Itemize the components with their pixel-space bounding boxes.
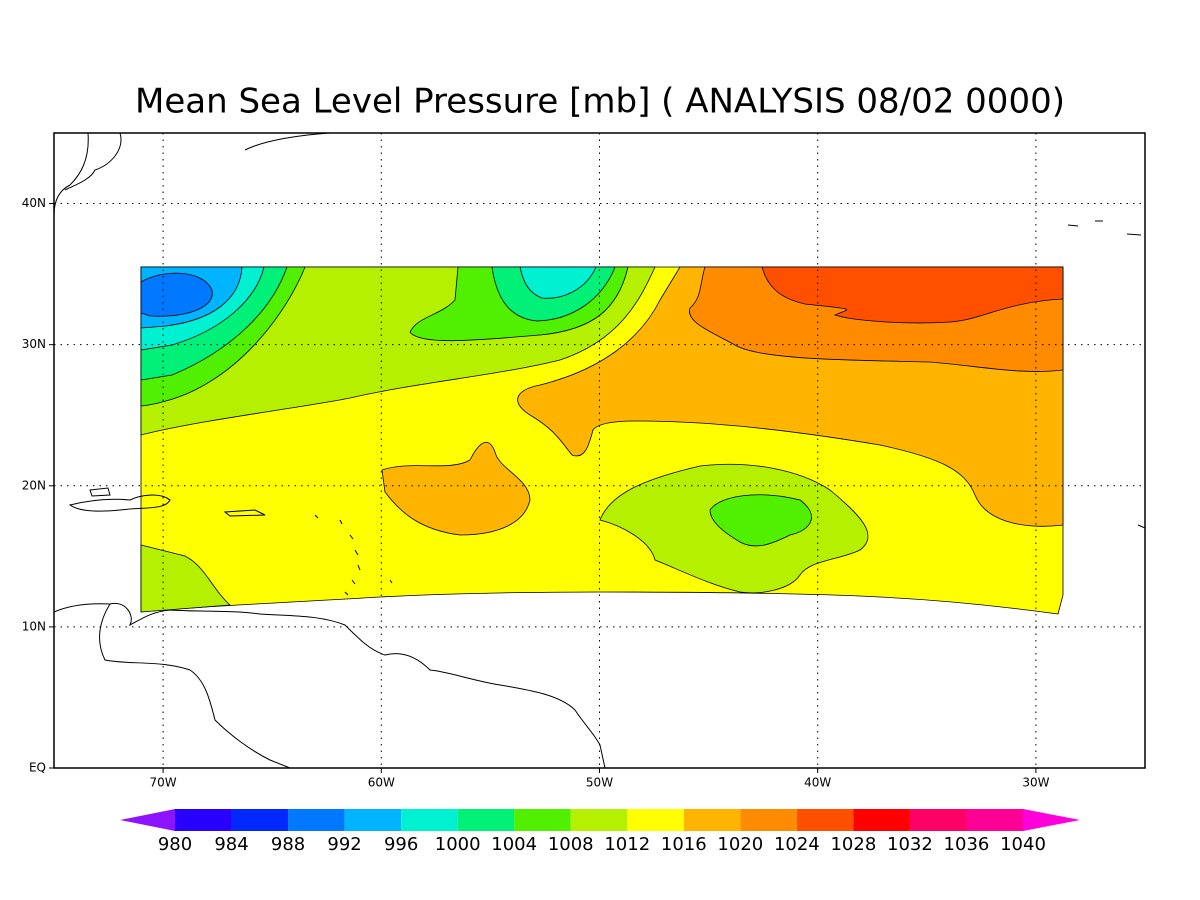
x-tick-label: 60W <box>368 776 395 790</box>
colorbar-label: 1016 <box>661 834 707 855</box>
contour-fill <box>519 266 597 299</box>
colorbar-label: 992 <box>327 834 361 855</box>
colorbar-label: 1008 <box>548 834 594 855</box>
colorbar-label: 1032 <box>887 834 933 855</box>
colorbar-arrow <box>120 809 175 831</box>
colorbar-label: 984 <box>214 834 248 855</box>
x-tick-label: 40W <box>804 776 831 790</box>
colorbar-label: 1020 <box>717 834 763 855</box>
colorbar-label: 1036 <box>944 834 990 855</box>
coastline <box>68 487 266 517</box>
colorbar-box <box>570 809 628 831</box>
y-tick-label: 10N <box>22 619 46 633</box>
coastline <box>1067 220 1146 529</box>
colorbar-label: 1024 <box>774 834 820 855</box>
colorbar-label: 1012 <box>604 834 650 855</box>
colorbar-label: 1040 <box>1000 834 1046 855</box>
colorbar-label: 1000 <box>435 834 481 855</box>
colorbar-box <box>401 809 458 831</box>
y-tick-label: 30N <box>22 337 46 351</box>
colorbar-box <box>457 809 515 831</box>
y-tick-label: EQ <box>29 761 46 775</box>
colorbar-box <box>231 809 289 831</box>
colorbar-box <box>514 809 571 831</box>
colorbar-box <box>175 809 232 831</box>
map-title: Mean Sea Level Pressure [mb] ( ANALYSIS … <box>135 82 1065 122</box>
contour-fill <box>140 272 213 317</box>
x-tick-label: 50W <box>586 776 613 790</box>
colorbar-arrow <box>1023 809 1080 831</box>
pressure-field <box>140 266 1064 615</box>
x-tick-label: 30W <box>1022 776 1049 790</box>
colorbar-label: 980 <box>158 834 192 855</box>
colorbar-box <box>853 809 910 831</box>
y-tick-label: 40N <box>22 196 46 210</box>
contour-fill <box>709 494 812 547</box>
colorbar-box <box>288 809 345 831</box>
colorbar-label: 988 <box>271 834 305 855</box>
colorbar-box <box>796 809 854 831</box>
colorbar-box <box>909 809 967 831</box>
colorbar-label: 1004 <box>491 834 537 855</box>
colorbar-box <box>344 809 402 831</box>
colorbar-box <box>627 809 684 831</box>
colorbar-box <box>966 809 1023 831</box>
y-tick-label: 20N <box>22 478 46 492</box>
coastline <box>314 514 393 596</box>
x-tick-label: 70W <box>150 776 177 790</box>
colorbar-box <box>740 809 797 831</box>
contour-fill <box>381 442 531 536</box>
contour-fill <box>761 266 1064 324</box>
colorbar-box <box>683 809 741 831</box>
colorbar-label: 1028 <box>830 834 876 855</box>
colorbar-label: 996 <box>384 834 418 855</box>
